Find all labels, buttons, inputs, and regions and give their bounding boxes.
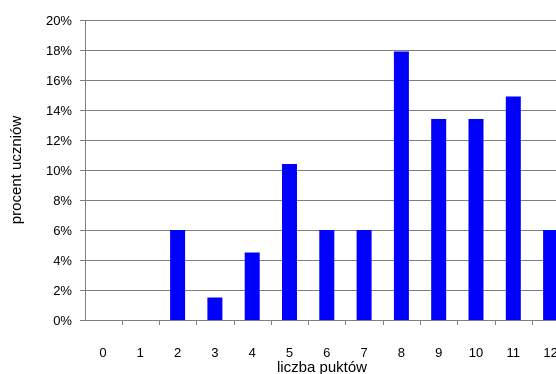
x-tick-label: 3: [211, 345, 218, 360]
axes: [85, 20, 556, 321]
x-tick-label: 6: [323, 345, 330, 360]
x-tick-label: 10: [469, 345, 483, 360]
x-tick-label: 12: [543, 345, 556, 360]
x-tick-label: 7: [360, 345, 367, 360]
bar-8: [393, 51, 409, 320]
gridlines: [85, 20, 556, 291]
bars: [170, 51, 556, 320]
x-tick-label: 11: [507, 345, 521, 360]
bar-6: [319, 230, 335, 320]
y-tick-label: 18%: [46, 43, 72, 58]
x-tick-label: 4: [249, 345, 256, 360]
bar-7: [356, 230, 372, 320]
y-tick-label: 2%: [53, 283, 72, 298]
y-tick-label: 6%: [53, 223, 72, 238]
bar-9: [431, 119, 447, 320]
bar-4: [244, 252, 260, 320]
bar-11: [505, 96, 521, 320]
x-tick-label: 0: [99, 345, 106, 360]
x-tick-label: 2: [174, 345, 181, 360]
x-tick-label: 1: [137, 345, 144, 360]
x-axis-ticks: 0 1 2 3 4 5 6 7 8 9 10 11 12: [99, 320, 556, 360]
y-tick-label: 20%: [46, 13, 72, 28]
y-tick-label: 12%: [46, 133, 72, 148]
x-axis-title: liczba puktów: [277, 359, 367, 374]
y-tick-label: 4%: [53, 253, 72, 268]
bar-3: [207, 297, 223, 320]
x-tick-label: 5: [286, 345, 293, 360]
y-axis-ticks: 0% 2% 4% 6% 8% 10% 12% 14% 16% 18% 20%: [46, 13, 85, 328]
bar-10: [468, 119, 484, 320]
x-tick-label: 9: [435, 345, 442, 360]
y-tick-label: 10%: [46, 163, 72, 178]
y-axis-title: procent uczniów: [8, 116, 25, 225]
y-tick-label: 14%: [46, 103, 72, 118]
bar-2: [170, 230, 186, 320]
bar-5: [282, 164, 297, 320]
x-tick-label: 8: [398, 345, 405, 360]
y-tick-label: 16%: [46, 73, 72, 88]
y-tick-label: 0%: [53, 313, 72, 328]
y-tick-label: 8%: [53, 193, 72, 208]
bar-12: [543, 230, 556, 320]
